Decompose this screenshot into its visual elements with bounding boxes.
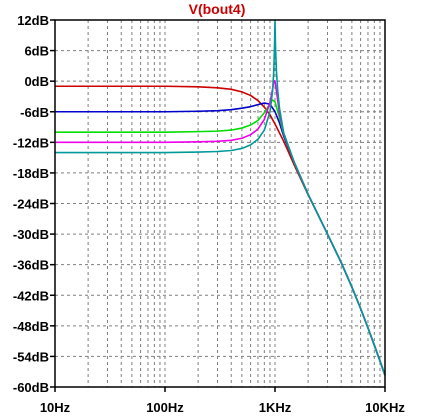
y-tick-label: -30dB — [13, 227, 49, 242]
x-tick-label: 10Hz — [40, 400, 71, 415]
x-axis-tick-labels: 10Hz 100Hz 1KHz 10KHz — [40, 400, 406, 415]
series-line-4 — [55, 79, 386, 376]
y-tick-label: 12dB — [17, 13, 49, 28]
y-tick-label: -48dB — [13, 319, 49, 334]
series-line-5 — [55, 19, 386, 376]
y-tick-label: -36dB — [13, 258, 49, 273]
y-tick-label: -24dB — [13, 197, 49, 212]
x-tick-label: 100Hz — [146, 400, 184, 415]
y-tick-label: -12dB — [13, 135, 49, 150]
axis-ticks — [50, 19, 386, 392]
y-axis-tick-labels: 12dB 6dB 0dB -6dB -12dB -18dB -24dB -30dB -36dB -… — [13, 13, 49, 395]
x-tick-label: 10KHz — [365, 400, 405, 415]
y-tick-label: -6dB — [20, 105, 49, 120]
y-tick-label: -18dB — [13, 166, 49, 181]
series-line-2 — [55, 102, 386, 376]
y-tick-label: -60dB — [13, 380, 49, 395]
x-tick-label: 1KHz — [259, 400, 292, 415]
chart-title: V(bout4) — [189, 1, 246, 17]
y-tick-label: 6dB — [24, 44, 49, 59]
grid — [55, 20, 385, 387]
y-tick-label: 0dB — [24, 74, 49, 89]
series-group — [55, 19, 386, 376]
y-tick-label: -54dB — [13, 349, 49, 364]
series-line-1 — [55, 85, 386, 376]
y-tick-label: -42dB — [13, 288, 49, 303]
